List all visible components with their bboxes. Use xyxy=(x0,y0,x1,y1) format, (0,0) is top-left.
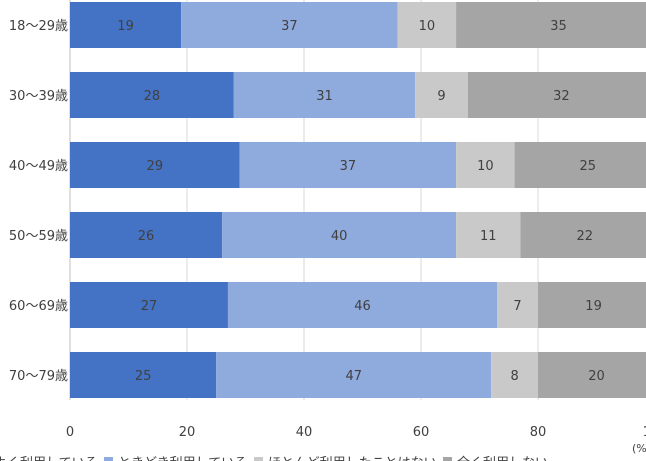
legend-label: ときどき利用している xyxy=(118,456,247,461)
bar-segment xyxy=(222,212,457,258)
bar-segment xyxy=(397,2,457,48)
bar-segment xyxy=(70,2,182,48)
data-label: 25 xyxy=(135,369,152,384)
x-tick-label: 80 xyxy=(530,425,547,440)
category-label: 18～29歳 xyxy=(9,19,68,34)
data-label: 22 xyxy=(577,229,594,244)
unit-label: (%) xyxy=(632,442,646,455)
bar-segment xyxy=(538,282,646,328)
bar-segment xyxy=(456,142,515,188)
bar-segment xyxy=(497,282,538,328)
data-label: 47 xyxy=(345,369,362,384)
data-label: 7 xyxy=(513,299,521,314)
data-label: 29 xyxy=(147,159,164,174)
data-label: 28 xyxy=(144,89,161,104)
data-label: 20 xyxy=(588,369,605,384)
data-label: 37 xyxy=(281,19,298,34)
data-label: 19 xyxy=(117,19,134,34)
bar-segment xyxy=(239,142,457,188)
data-label: 8 xyxy=(510,369,518,384)
data-label: 25 xyxy=(579,159,596,174)
bar-segment xyxy=(181,2,398,48)
bar-segment xyxy=(70,212,223,258)
x-tick-label: 0 xyxy=(66,425,74,440)
category-label: 50～59歳 xyxy=(9,229,68,244)
legend-label: ほとんど利用したことはない xyxy=(268,456,437,461)
bar-segment xyxy=(456,212,521,258)
data-label: 46 xyxy=(354,299,371,314)
bar-segment xyxy=(491,352,538,398)
category-label: 40～49歳 xyxy=(9,159,68,174)
bar-segment xyxy=(467,72,646,118)
bar-segment xyxy=(70,142,240,188)
data-label: 32 xyxy=(553,89,570,104)
bar-segment xyxy=(216,352,492,398)
bar-segment xyxy=(70,282,228,328)
data-label: 31 xyxy=(316,89,333,104)
data-label: 35 xyxy=(550,19,567,34)
bar-segment xyxy=(233,72,416,118)
category-label: 30～39歳 xyxy=(9,89,68,104)
legend-label: よく利用している xyxy=(0,456,98,461)
bar-segment xyxy=(520,212,646,258)
data-label: 10 xyxy=(477,159,494,174)
data-label: 40 xyxy=(331,229,348,244)
data-label: 27 xyxy=(141,299,158,314)
legend-swatch xyxy=(443,457,452,461)
x-tick-label: 100 xyxy=(643,425,646,440)
legend-swatch xyxy=(104,457,113,461)
category-label: 70～79歳 xyxy=(9,369,68,384)
data-label: 9 xyxy=(437,89,445,104)
data-label: 11 xyxy=(480,229,497,244)
category-label: 60～69歳 xyxy=(9,299,68,314)
x-tick-label: 60 xyxy=(413,425,430,440)
data-label: 26 xyxy=(138,229,155,244)
bar-segment xyxy=(538,352,646,398)
data-label: 19 xyxy=(585,299,602,314)
legend-swatch xyxy=(254,457,263,461)
bar-segment xyxy=(70,72,234,118)
bar-segment xyxy=(514,142,646,188)
data-label: 10 xyxy=(419,19,436,34)
bar-segment xyxy=(456,2,646,48)
bar-segment xyxy=(70,352,217,398)
bar-segment xyxy=(415,72,468,118)
data-label: 37 xyxy=(340,159,357,174)
x-tick-label: 20 xyxy=(179,425,196,440)
bar-segment xyxy=(227,282,498,328)
x-tick-label: 40 xyxy=(296,425,313,440)
legend-label: 全く利用しない xyxy=(457,455,548,461)
